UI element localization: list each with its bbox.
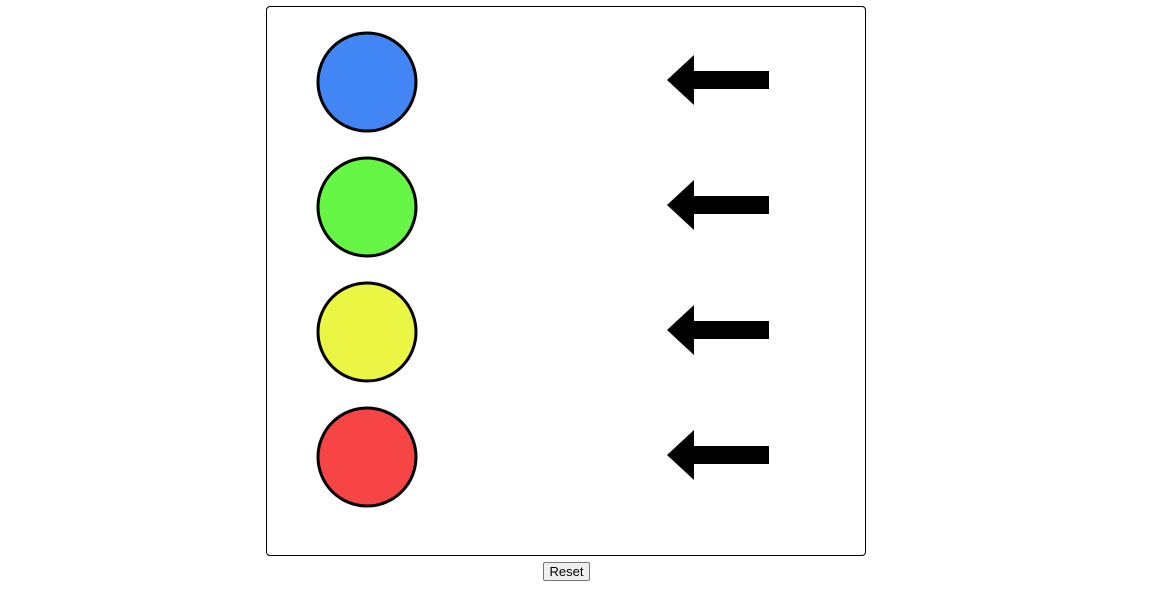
game-board [266,6,866,556]
circle-red[interactable] [316,406,418,508]
reset-button[interactable]: Reset [542,562,591,581]
arrow-left-icon[interactable] [667,430,769,480]
game-canvas [316,31,769,508]
circle-yellow[interactable] [316,281,418,383]
arrow-left-icon[interactable] [667,180,769,230]
arrows-column [667,55,769,480]
controls-bar: Reset [0,562,1133,581]
circles-column [316,31,418,508]
circle-blue[interactable] [316,31,418,133]
circle-green[interactable] [316,156,418,258]
arrow-left-icon[interactable] [667,55,769,105]
arrow-left-icon[interactable] [667,305,769,355]
